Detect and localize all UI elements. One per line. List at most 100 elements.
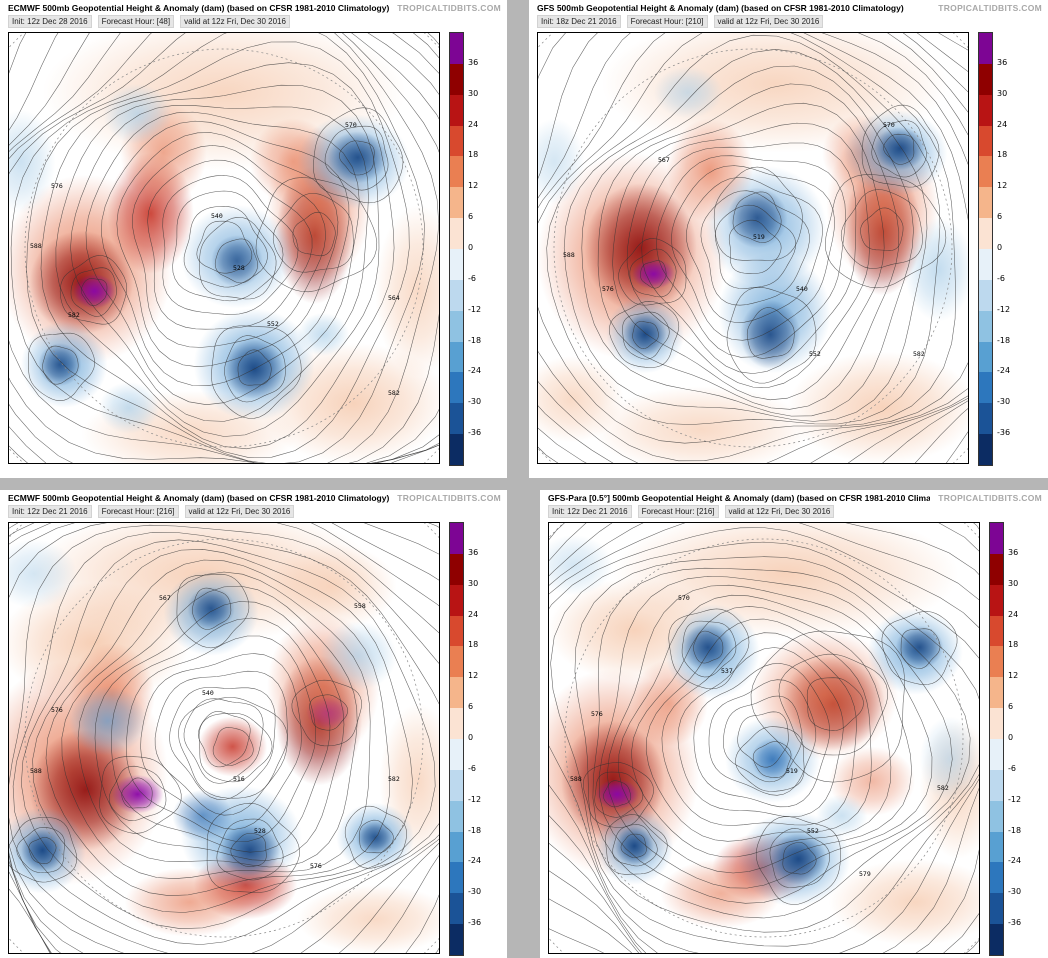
valid-time: valid at 12z Fri, Dec 30 2016 — [184, 505, 295, 518]
colorbar-cell — [450, 800, 463, 832]
init-time: Init: 12z Dec 21 2016 — [548, 505, 632, 518]
colorbar-tick-label: -12 — [997, 304, 1011, 314]
valid-time: valid at 12z Fri, Dec 30 2016 — [724, 505, 835, 518]
colorbar-cell — [450, 523, 463, 554]
colorbar-cell — [450, 862, 463, 894]
svg-text:576: 576 — [602, 285, 614, 293]
colorbar-tick-label: -36 — [468, 428, 482, 438]
colorbar-tick-label: -24 — [468, 856, 482, 866]
panel-header: GFS-Para [0.5°] 500mb Geopotential Heigh… — [548, 493, 1042, 518]
svg-text:588: 588 — [563, 251, 575, 259]
colorbar-tick-label: 36 — [468, 57, 479, 67]
colorbar-tick-label: -30 — [1008, 887, 1022, 897]
colorbar-tick-label: 0 — [468, 243, 474, 252]
colorbar-cell — [979, 249, 992, 280]
svg-text:576: 576 — [591, 710, 603, 718]
colorbar-cell — [450, 646, 463, 678]
panel-ecmwf-216h: ECMWF 500mb Geopotential Height & Anomal… — [0, 490, 507, 958]
colorbar-cell — [990, 646, 1003, 678]
svg-text:588: 588 — [570, 775, 582, 783]
colorbar-cell — [979, 341, 992, 373]
forecast-hour: Forecast Hour: [210] — [626, 15, 708, 28]
colorbar-cell — [979, 279, 992, 311]
svg-text:576: 576 — [51, 706, 63, 714]
colorbar-tick-label: 6 — [468, 702, 474, 712]
panel-title: GFS 500mb Geopotential Height & Anomaly … — [537, 3, 904, 13]
tropicaltidbits-watermark: TROPICALTIDBITS.COM — [938, 3, 1042, 13]
colorbar-cell — [450, 218, 463, 250]
svg-text:552: 552 — [267, 320, 279, 328]
anomaly-colorbar: 36 30 24 18 12 6 0 -6 -12 -18 -24 -30 -36 — [449, 522, 495, 956]
colorbar-tick-label: -36 — [468, 918, 482, 928]
svg-text:540: 540 — [202, 689, 214, 697]
colorbar-tick-label: -36 — [1008, 918, 1022, 928]
colorbar-tick-label: 6 — [468, 212, 474, 222]
svg-text:567: 567 — [159, 594, 171, 602]
map-svg: 576 588 582 540 528 552 570 564 582 — [8, 32, 440, 464]
colorbar-tick-label: 24 — [997, 119, 1008, 129]
panel-ecmwf-48h: ECMWF 500mb Geopotential Height & Anomal… — [0, 0, 507, 478]
colorbar-tick-label: 24 — [468, 119, 479, 129]
colorbar-tick-label: -12 — [468, 304, 482, 314]
svg-text:570: 570 — [345, 121, 357, 129]
forecast-hour: Forecast Hour: [216] — [637, 505, 719, 518]
colorbar-cell — [450, 341, 463, 373]
colorbar-cell — [450, 156, 463, 188]
colorbar-tick-label: -30 — [468, 397, 482, 407]
svg-text:519: 519 — [786, 767, 798, 775]
svg-text:582: 582 — [388, 389, 400, 397]
colorbar-tick-label: 36 — [1008, 547, 1019, 557]
colorbar-cell — [990, 615, 1003, 647]
panel-title: GFS-Para [0.5°] 500mb Geopotential Heigh… — [548, 493, 931, 503]
colorbar-tick-label: 0 — [468, 733, 474, 742]
colorbar-cell — [990, 862, 1003, 894]
forecast-hour: Forecast Hour: [48] — [97, 15, 175, 28]
colorbar-tick-label: 18 — [468, 640, 479, 650]
colorbar-bar — [989, 522, 1004, 956]
colorbar-cell — [990, 708, 1003, 740]
svg-text:570: 570 — [883, 121, 895, 129]
colorbar-cell — [990, 769, 1003, 801]
colorbar-tick-label: -18 — [468, 335, 482, 345]
colorbar-cell — [450, 924, 463, 956]
colorbar-tick-label: 0 — [1008, 733, 1014, 742]
svg-text:579: 579 — [859, 870, 871, 878]
colorbar-tick-label: -18 — [468, 825, 482, 835]
colorbar-cell — [450, 310, 463, 342]
colorbar-cell — [979, 33, 992, 64]
colorbar-tick-label: 12 — [468, 181, 479, 191]
svg-text:564: 564 — [388, 294, 400, 302]
colorbar-tick-label: -6 — [468, 273, 476, 283]
panel-title: ECMWF 500mb Geopotential Height & Anomal… — [8, 493, 390, 503]
svg-text:576: 576 — [51, 182, 63, 190]
colorbar-tick-label: -30 — [997, 397, 1011, 407]
colorbar-cell — [450, 831, 463, 863]
svg-text:537: 537 — [721, 667, 733, 675]
colorbar-tick-label: 6 — [997, 212, 1003, 222]
valid-time: valid at 12z Fri, Dec 30 2016 — [713, 15, 824, 28]
svg-text:588: 588 — [30, 767, 42, 775]
svg-text:519: 519 — [753, 233, 765, 241]
colorbar-cell — [979, 187, 992, 219]
tropicaltidbits-watermark: TROPICALTIDBITS.COM — [397, 3, 501, 13]
colorbar-cell — [450, 739, 463, 770]
svg-text:540: 540 — [211, 212, 223, 220]
colorbar-cell — [450, 769, 463, 801]
colorbar-cell — [450, 584, 463, 616]
colorbar-cell — [450, 677, 463, 709]
colorbar-tick-label: -6 — [1008, 763, 1016, 773]
colorbar-tick-label: 30 — [468, 88, 479, 98]
anomaly-colorbar: 36 30 24 18 12 6 0 -6 -12 -18 -24 -30 -36 — [978, 32, 1024, 466]
colorbar-bar — [449, 32, 464, 466]
height-anomaly-map: 570 537 519 576 588 552 579 582 — [548, 522, 980, 954]
height-anomaly-map: 567 519 540 576 588 570 582 552 — [537, 32, 969, 464]
svg-text:582: 582 — [68, 311, 80, 319]
svg-text:588: 588 — [30, 242, 42, 250]
colorbar-cell — [990, 677, 1003, 709]
colorbar-tick-label: 6 — [1008, 702, 1014, 712]
panel-title: ECMWF 500mb Geopotential Height & Anomal… — [8, 3, 390, 13]
colorbar-tick-label: 18 — [468, 150, 479, 160]
colorbar-tick-label: -6 — [997, 273, 1005, 283]
map-svg: 567 519 540 576 588 570 582 552 — [537, 32, 969, 464]
colorbar-cell — [450, 94, 463, 126]
